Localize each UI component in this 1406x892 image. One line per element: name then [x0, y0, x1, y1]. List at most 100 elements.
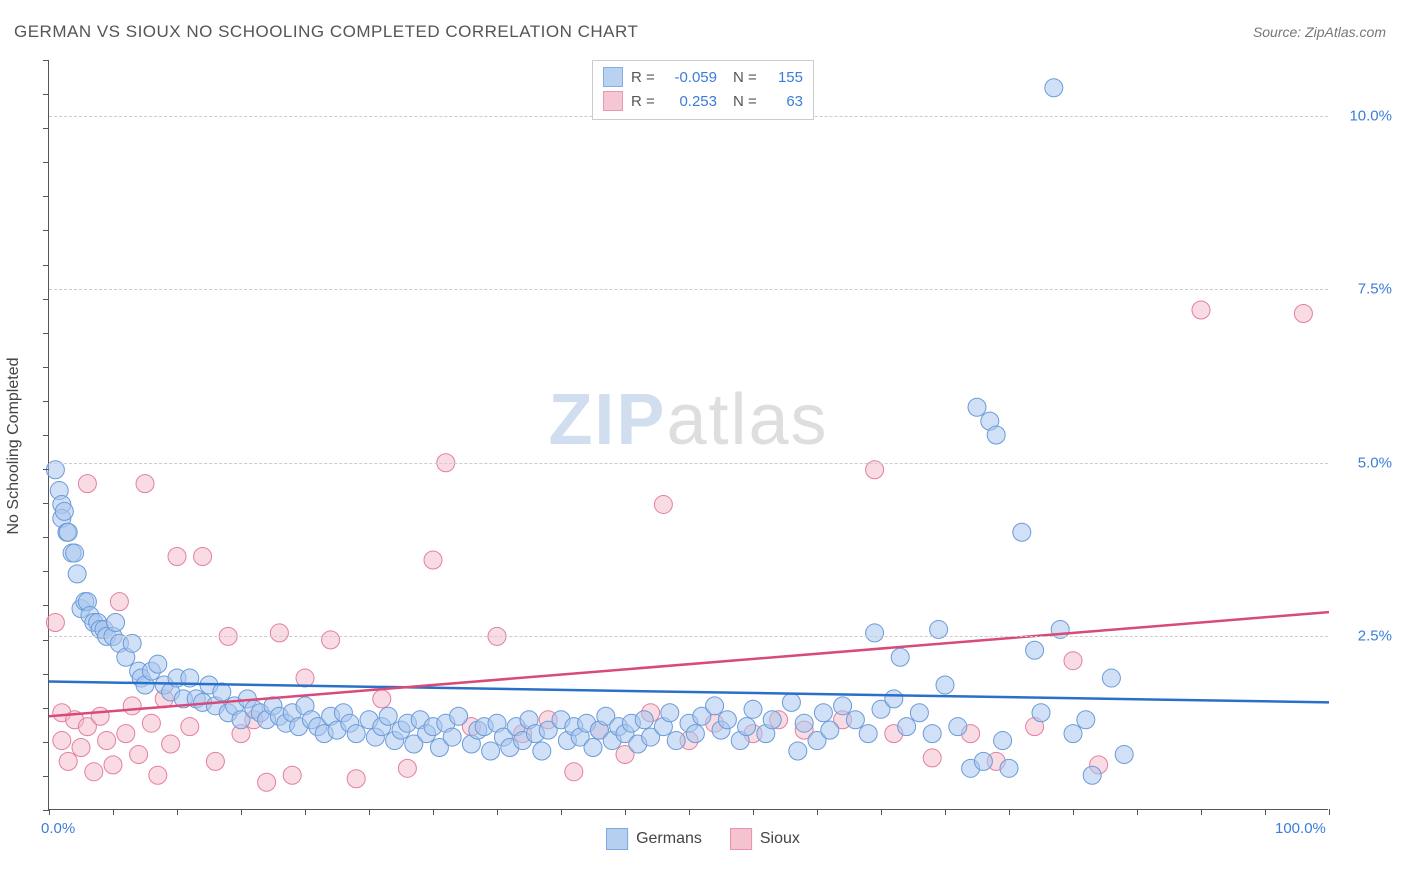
y-tick-label: 7.5% — [1358, 281, 1392, 298]
data-point-germans — [891, 648, 909, 666]
source-attribution: Source: ZipAtlas.com — [1253, 24, 1386, 40]
gridline — [49, 463, 1328, 464]
y-tick-mark — [43, 94, 49, 95]
legend-row-germans: R = -0.059 N = 155 — [603, 65, 803, 89]
x-tick-mark — [1201, 809, 1202, 815]
x-tick-mark — [49, 809, 50, 815]
legend-item-germans: Germans — [606, 828, 702, 850]
x-tick-mark — [689, 809, 690, 815]
legend-r-value: 0.253 — [667, 93, 717, 110]
data-point-germans — [738, 718, 756, 736]
y-tick-mark — [43, 401, 49, 402]
x-tick-mark — [1329, 809, 1330, 815]
correlation-legend: R =-0.059N =155R =0.253N =63 — [592, 60, 814, 120]
y-tick-mark — [43, 742, 49, 743]
data-point-germans — [1083, 766, 1101, 784]
data-point-sioux — [283, 766, 301, 784]
data-point-sioux — [373, 690, 391, 708]
data-point-germans — [923, 725, 941, 743]
data-point-germans — [795, 714, 813, 732]
data-point-germans — [1064, 725, 1082, 743]
data-point-sioux — [1294, 304, 1312, 322]
data-point-germans — [936, 676, 954, 694]
legend-swatch — [606, 828, 628, 850]
x-tick-mark — [497, 809, 498, 815]
data-point-sioux — [1064, 652, 1082, 670]
gridline — [49, 289, 1328, 290]
data-point-sioux — [181, 718, 199, 736]
x-tick-mark — [177, 809, 178, 815]
data-point-sioux — [258, 773, 276, 791]
data-point-germans — [789, 742, 807, 760]
data-point-germans — [974, 752, 992, 770]
y-tick-mark — [43, 776, 49, 777]
y-tick-mark — [43, 674, 49, 675]
y-tick-mark — [43, 60, 49, 61]
data-point-germans — [994, 732, 1012, 750]
y-tick-label: 5.0% — [1358, 454, 1392, 471]
y-tick-mark — [43, 333, 49, 334]
y-tick-mark — [43, 605, 49, 606]
data-point-sioux — [142, 714, 160, 732]
data-point-sioux — [270, 624, 288, 642]
data-point-sioux — [162, 735, 180, 753]
x-tick-mark — [113, 809, 114, 815]
y-tick-mark — [43, 367, 49, 368]
legend-item-sioux: Sioux — [730, 828, 800, 850]
legend-r-value: -0.059 — [667, 69, 717, 86]
data-point-germans — [533, 742, 551, 760]
data-point-germans — [379, 707, 397, 725]
data-point-sioux — [123, 697, 141, 715]
data-point-germans — [834, 697, 852, 715]
data-point-germans — [718, 711, 736, 729]
x-tick-mark — [1265, 809, 1266, 815]
data-point-sioux — [347, 770, 365, 788]
legend-n-label: N = — [733, 69, 761, 86]
data-point-germans — [968, 398, 986, 416]
legend-row-sioux: R =0.253N =63 — [603, 89, 803, 113]
data-point-sioux — [654, 495, 672, 513]
data-point-germans — [450, 707, 468, 725]
data-point-sioux — [149, 766, 167, 784]
y-tick-mark — [43, 265, 49, 266]
legend-r-label: R = — [631, 93, 659, 110]
legend-r-label: R = — [631, 69, 659, 86]
legend-n-value: 63 — [769, 93, 803, 110]
data-point-germans — [443, 728, 461, 746]
y-tick-mark — [43, 435, 49, 436]
data-point-germans — [347, 725, 365, 743]
x-tick-mark — [433, 809, 434, 815]
x-tick-mark — [1009, 809, 1010, 815]
data-point-germans — [482, 742, 500, 760]
series-legend: Germans Sioux — [606, 828, 800, 850]
legend-label: Germans — [636, 830, 702, 847]
gridline — [49, 636, 1328, 637]
x-tick-label: 100.0% — [1275, 820, 1326, 837]
data-point-germans — [866, 624, 884, 642]
plot-svg — [49, 60, 1328, 809]
data-point-sioux — [322, 631, 340, 649]
data-point-sioux — [53, 732, 71, 750]
data-point-germans — [107, 614, 125, 632]
data-point-germans — [1102, 669, 1120, 687]
y-tick-mark — [43, 503, 49, 504]
data-point-sioux — [46, 614, 64, 632]
y-axis-title: No Schooling Completed — [5, 358, 23, 535]
data-point-germans — [744, 700, 762, 718]
data-point-germans — [782, 693, 800, 711]
data-point-germans — [1000, 759, 1018, 777]
x-tick-mark — [369, 809, 370, 815]
data-point-sioux — [424, 551, 442, 569]
data-point-sioux — [110, 593, 128, 611]
x-tick-mark — [305, 809, 306, 815]
data-point-sioux — [91, 707, 109, 725]
data-point-germans — [1013, 523, 1031, 541]
y-tick-mark — [43, 537, 49, 538]
data-point-germans — [859, 725, 877, 743]
legend-n-value: 155 — [769, 69, 803, 86]
data-point-sioux — [923, 749, 941, 767]
data-point-sioux — [206, 752, 224, 770]
data-point-germans — [1026, 641, 1044, 659]
y-tick-mark — [43, 128, 49, 129]
x-tick-mark — [945, 809, 946, 815]
